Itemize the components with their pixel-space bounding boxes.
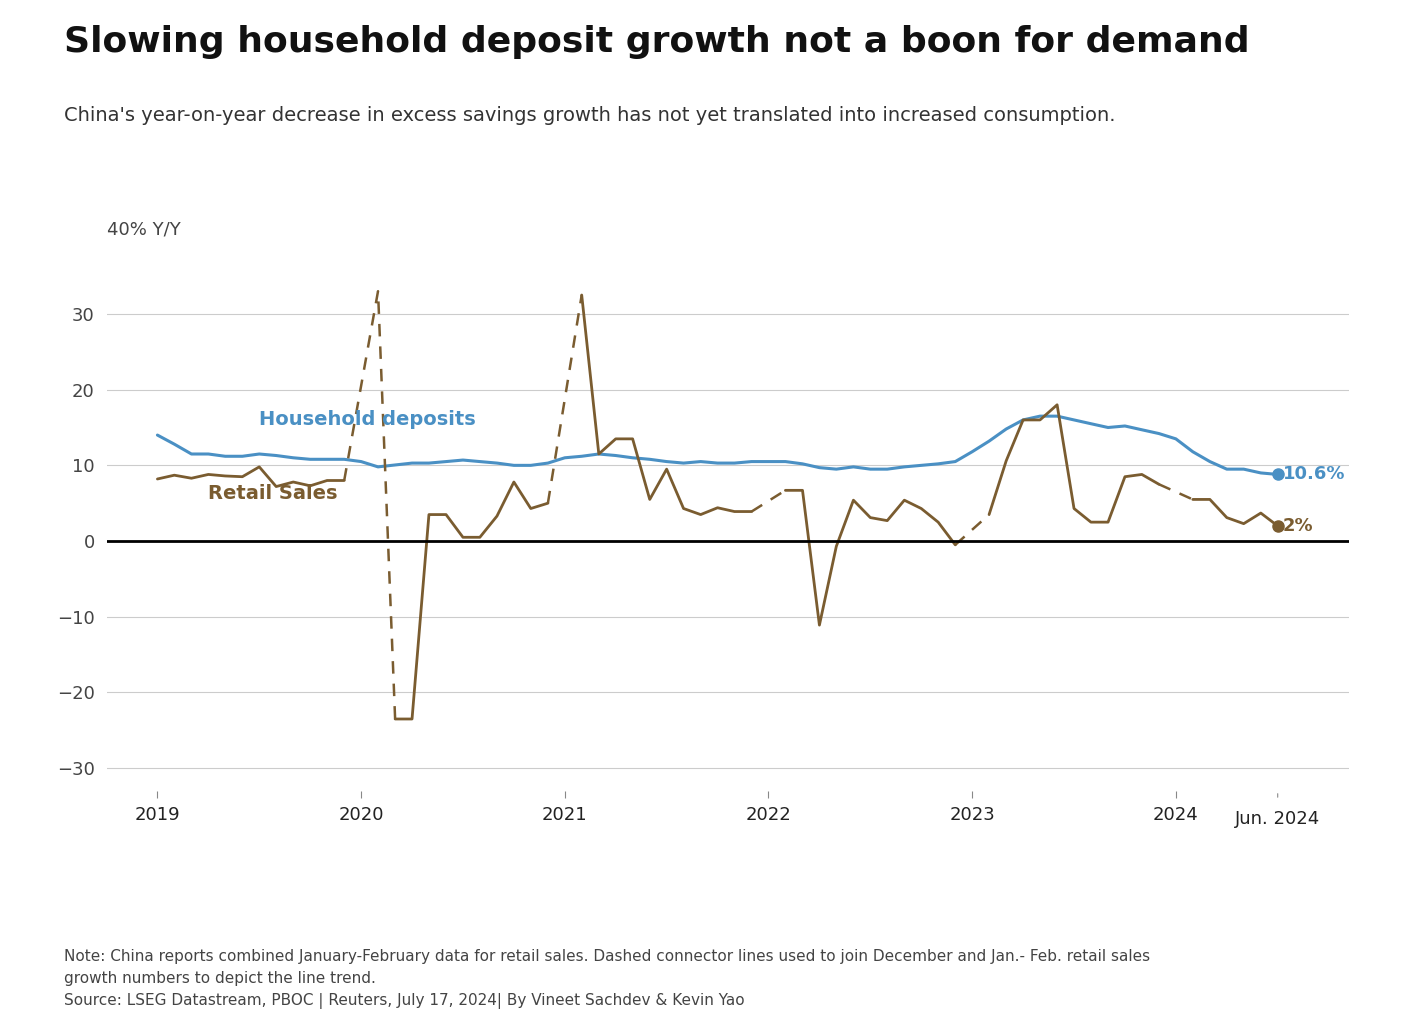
Text: 2%: 2% (1282, 517, 1314, 535)
Text: Jun. 2024: Jun. 2024 (1235, 810, 1321, 827)
Text: Household deposits: Household deposits (260, 410, 476, 429)
Text: Retail Sales: Retail Sales (209, 485, 338, 503)
Text: 40% Y/Y: 40% Y/Y (106, 220, 180, 238)
Text: Note: China reports combined January-February data for retail sales. Dashed conn: Note: China reports combined January-Feb… (64, 948, 1150, 1009)
Text: Slowing household deposit growth not a boon for demand: Slowing household deposit growth not a b… (64, 25, 1250, 60)
Text: 10.6%: 10.6% (1282, 465, 1345, 484)
Text: China's year-on-year decrease in excess savings growth has not yet translated in: China's year-on-year decrease in excess … (64, 106, 1115, 126)
